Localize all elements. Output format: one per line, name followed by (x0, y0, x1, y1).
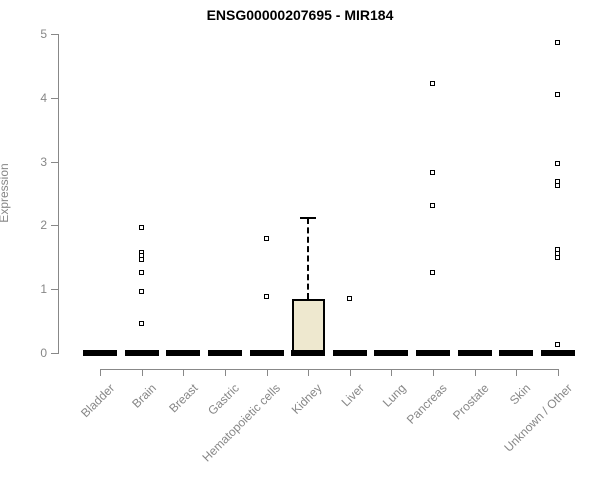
median-bar (291, 350, 326, 356)
outlier-point (555, 160, 560, 166)
x-tick-label-text: Bladder (77, 381, 117, 421)
median-bar (499, 350, 534, 356)
outlier-point (138, 256, 144, 262)
x-tick-label-text: Liver (338, 381, 367, 410)
outlier-point (138, 289, 144, 295)
median-bar (124, 350, 159, 356)
x-tick-label-text: Skin (506, 381, 534, 408)
x-axis-tick (516, 369, 518, 376)
x-tick-label-text: Pancreas (404, 381, 450, 427)
x-axis-tick (100, 369, 101, 376)
outlier-point (263, 293, 269, 299)
y-axis-title: Expression (0, 163, 11, 223)
y-tick-label: 2 (40, 218, 47, 233)
outlier-point (555, 92, 560, 98)
outlier-point (138, 321, 144, 327)
y-axis-line (58, 34, 59, 354)
outlier-point (430, 203, 436, 209)
x-tick-label-text: Kidney (289, 381, 326, 417)
upper-whisker-cap (300, 216, 317, 219)
x-axis-tick (349, 369, 351, 376)
outlier-point (138, 224, 144, 230)
y-axis-tick (51, 97, 58, 99)
y-axis-tick (51, 161, 58, 163)
x-axis-tick (266, 369, 268, 376)
median-bar (416, 350, 451, 356)
outlier-point (430, 269, 436, 275)
median-bar (83, 350, 117, 356)
outlier-point (263, 235, 269, 241)
x-axis-line (100, 369, 559, 370)
median-bar (374, 350, 409, 356)
upper-whisker (307, 217, 310, 300)
y-axis-tick (51, 353, 58, 354)
y-tick-label: 5 (40, 27, 47, 41)
x-axis-tick (308, 369, 310, 376)
median-bar (332, 350, 367, 356)
x-tick-label-text: Breast (165, 381, 201, 416)
y-tick-label: 0 (40, 346, 47, 360)
y-axis-tick (51, 225, 58, 227)
median-bar (457, 350, 492, 356)
x-tick-label-text: Brain (128, 381, 159, 411)
x-axis-tick (224, 369, 226, 376)
median-bar (207, 350, 242, 356)
chart-title: ENSG00000207695 - MIR184 (206, 7, 394, 23)
y-axis-tick (51, 34, 58, 35)
outlier-point (430, 170, 436, 176)
outlier-point (555, 39, 560, 45)
outlier-point (430, 81, 436, 87)
x-axis-tick (141, 369, 143, 376)
median-bar (541, 350, 575, 356)
x-axis-tick (433, 369, 435, 376)
x-tick-label-text: Lung (379, 381, 409, 410)
y-tick-label: 3 (40, 154, 47, 169)
x-tick-label-text: Hematopoietic cells (199, 381, 284, 465)
median-bar (249, 350, 284, 356)
median-bar (166, 350, 201, 356)
x-axis-tick (391, 369, 393, 376)
y-axis-tick (51, 289, 58, 291)
y-tick-label: 1 (40, 282, 47, 297)
outlier-point (346, 295, 352, 301)
outlier-point (555, 254, 560, 260)
outlier-point (555, 183, 560, 189)
x-axis-tick (558, 369, 559, 376)
x-axis-tick (183, 369, 185, 376)
outlier-point (555, 341, 560, 347)
box (291, 299, 325, 353)
y-tick-label: 4 (40, 90, 47, 105)
outlier-point (138, 269, 144, 275)
x-tick-label-text: Prostate (450, 381, 492, 423)
x-axis-tick (474, 369, 476, 376)
x-tick-label-text: Gastric (205, 381, 242, 418)
